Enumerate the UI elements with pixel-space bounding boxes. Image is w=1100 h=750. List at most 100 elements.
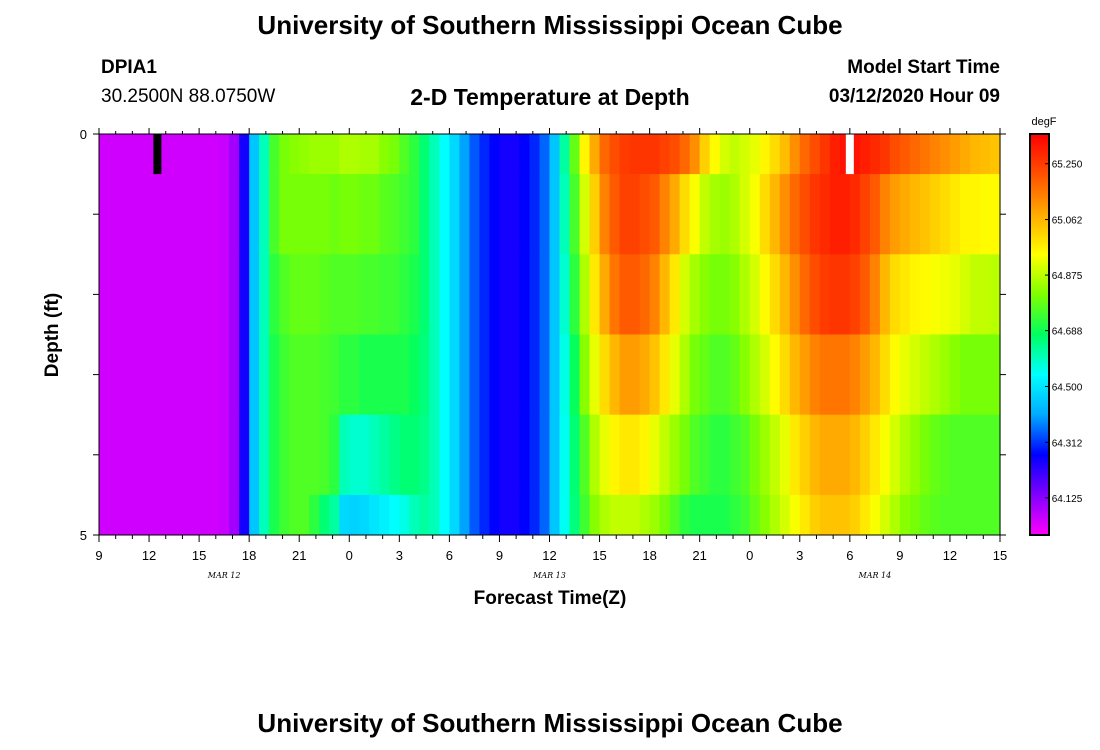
heatmap-cell [669,494,681,536]
heatmap-cell [929,134,941,175]
heatmap-cell [299,414,310,496]
heatmap-cell [289,414,300,496]
heatmap-cell [599,174,611,255]
heatmap-cell [119,494,130,536]
heatmap-cell [179,334,190,416]
heatmap-cell [599,254,611,335]
heatmap-cell [659,174,671,255]
heatmap-cell [869,174,881,255]
heatmap-cell [939,334,951,416]
time-marker [845,134,854,175]
heatmap-cell [679,414,691,496]
heatmap-cell [279,254,290,335]
heatmap-cell [99,334,110,416]
plot-title: 2-D Temperature at Depth [410,84,690,110]
heatmap-cell [709,414,721,496]
heatmap-cell [429,494,440,536]
heatmap-cell [159,134,170,175]
station-coordinates: 30.2500N 88.0750W [101,86,276,107]
heatmap-cell [179,174,190,255]
heatmap-cell [359,494,370,536]
heatmap-cell [509,414,521,496]
heatmap-cell [549,254,561,335]
heatmap-cell [599,334,611,416]
heatmap-cell [889,174,901,255]
heatmap-cell [699,494,711,536]
heatmap-cell [929,334,941,416]
heatmap-cell [879,414,891,496]
heatmap-cell [749,494,761,536]
heatmap-cell [299,494,310,536]
heatmap-cell [529,254,541,335]
heatmap-cell [849,254,861,335]
heatmap-cell [769,254,781,335]
heatmap-cell [659,494,671,536]
heatmap-cell [729,134,741,175]
heatmap-cell [399,254,410,335]
model-start-label: Model Start Time [847,57,1000,78]
date-label: MAR 12 [207,571,241,580]
heatmap-cell [109,174,120,255]
heatmap-cell [539,414,551,496]
heatmap-cell [829,414,841,496]
heatmap-cell [309,174,320,255]
heatmap-cell [959,494,971,536]
heatmap-cell [499,254,511,335]
heatmap-cell [529,174,541,255]
heatmap-cell [239,414,250,496]
heatmap-cell [749,134,761,175]
heatmap-cell [159,414,170,496]
heatmap-cell [759,134,771,175]
heatmap-cell [239,334,250,416]
heatmap-cell [859,494,871,536]
x-tick-label: 12 [142,548,156,563]
heatmap-cell [329,414,340,496]
heatmap-cell [769,174,781,255]
heatmap-cell [279,334,290,416]
heatmap-cell [849,494,861,536]
heatmap-cell [269,174,280,255]
heatmap-cell [509,254,521,335]
heatmap-cell [709,254,721,335]
heatmap-cell [599,494,611,536]
colorbar-unit: degF [1031,116,1056,128]
heatmap-cell [489,134,501,175]
heatmap-cell [629,414,641,496]
heatmap-cell [669,414,681,496]
heatmap-cell [919,334,931,416]
heatmap-cell [309,414,320,496]
heatmap-cell [729,174,741,255]
heatmap-cell [519,174,531,255]
heatmap-cell [819,174,831,255]
heatmap-cell [129,254,140,335]
heatmap-cell [519,334,531,416]
heatmap-cell [199,334,210,416]
heatmap-cell [219,494,230,536]
heatmap-cell [429,414,440,496]
heatmap-cell [269,134,280,175]
heatmap-cell [919,494,931,536]
heatmap-cell [849,174,861,255]
heatmap-cell [449,174,460,255]
heatmap-cell [989,494,1001,536]
heatmap-cell [909,174,921,255]
heatmap-cell [379,334,390,416]
heatmap-cell [609,174,621,255]
heatmap-cell [899,134,911,175]
heatmap-cell [339,494,350,536]
heatmap-cell [449,134,460,175]
colorbar-tick-label: 64.125 [1052,494,1083,505]
heatmap-cell [679,174,691,255]
heatmap-cell [349,134,360,175]
heatmap-cell [869,494,881,536]
heatmap-cell [169,334,180,416]
heatmap-cell [299,334,310,416]
heatmap-cell [409,254,420,335]
heatmap-cell [459,334,471,416]
heatmap-cell [579,254,591,335]
heatmap-cell [399,494,410,536]
heatmap-cell [579,494,591,536]
heatmap-cell [819,134,831,175]
heatmap-cell [689,134,701,175]
y-axis-label: Depth (ft) [42,293,63,377]
